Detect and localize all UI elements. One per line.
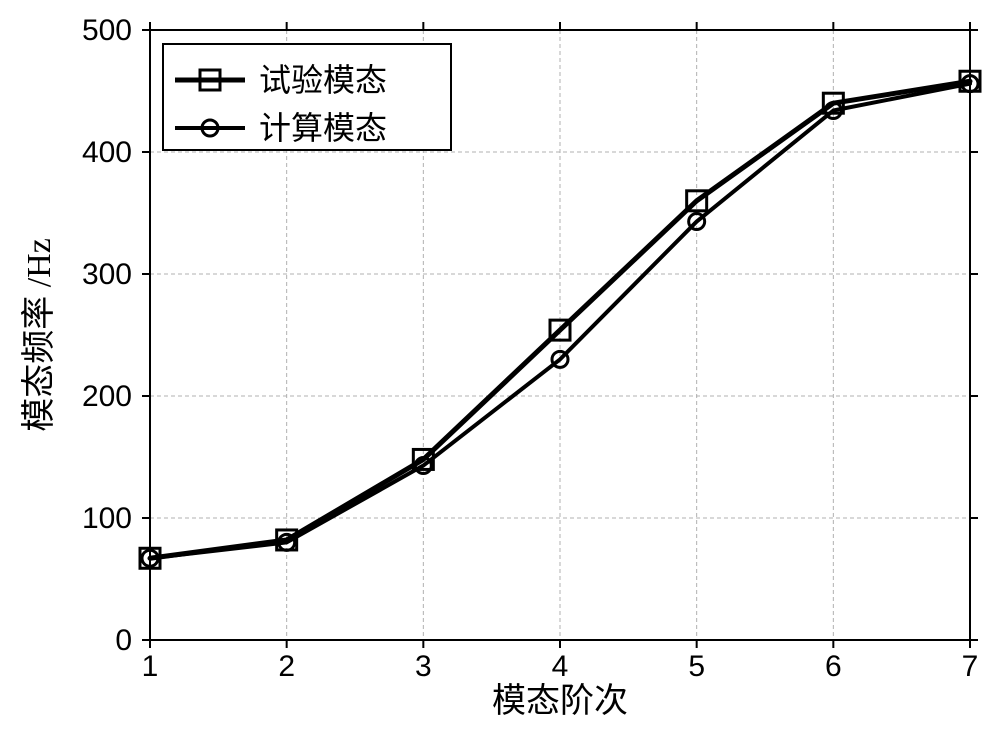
ytick-label: 500	[82, 14, 132, 47]
xtick-label: 2	[278, 650, 295, 683]
chart-svg: 1 2 3 4 5 6 7 0 100 200 300 400 500 模态阶次 模态频率 /Hz 试验模态计…	[0, 0, 1000, 744]
legend: 试验模态计算模态	[163, 44, 451, 150]
y-axis-label: 模态频率 /Hz	[20, 238, 58, 432]
marker-square	[550, 320, 570, 340]
xtick-label: 4	[552, 650, 569, 683]
marker-circle	[202, 120, 218, 136]
ytick-label: 400	[82, 136, 132, 169]
marker-square	[687, 191, 707, 211]
ytick-label: 300	[82, 258, 132, 291]
marker-circle	[552, 351, 568, 367]
legend-label: 试验模态	[259, 62, 387, 98]
xtick-label: 7	[962, 650, 979, 683]
xtick-label: 1	[142, 650, 159, 683]
marker-circle	[962, 76, 978, 92]
xtick-label: 3	[415, 650, 432, 683]
x-axis-label: 模态阶次	[492, 682, 628, 720]
chart-container: 1 2 3 4 5 6 7 0 100 200 300 400 500 模态阶次 模态频率 /Hz 试验模态计…	[0, 0, 1000, 744]
xtick-label: 6	[825, 650, 842, 683]
marker-circle	[689, 214, 705, 230]
xtick-label: 5	[688, 650, 705, 683]
marker-circle	[415, 458, 431, 474]
ytick-label: 200	[82, 380, 132, 413]
marker-square	[200, 70, 220, 90]
marker-circle	[825, 103, 841, 119]
marker-circle	[142, 550, 158, 566]
ytick-label: 100	[82, 502, 132, 535]
ytick-label: 0	[115, 624, 132, 657]
legend-label: 计算模态	[259, 110, 387, 146]
marker-circle	[279, 534, 295, 550]
